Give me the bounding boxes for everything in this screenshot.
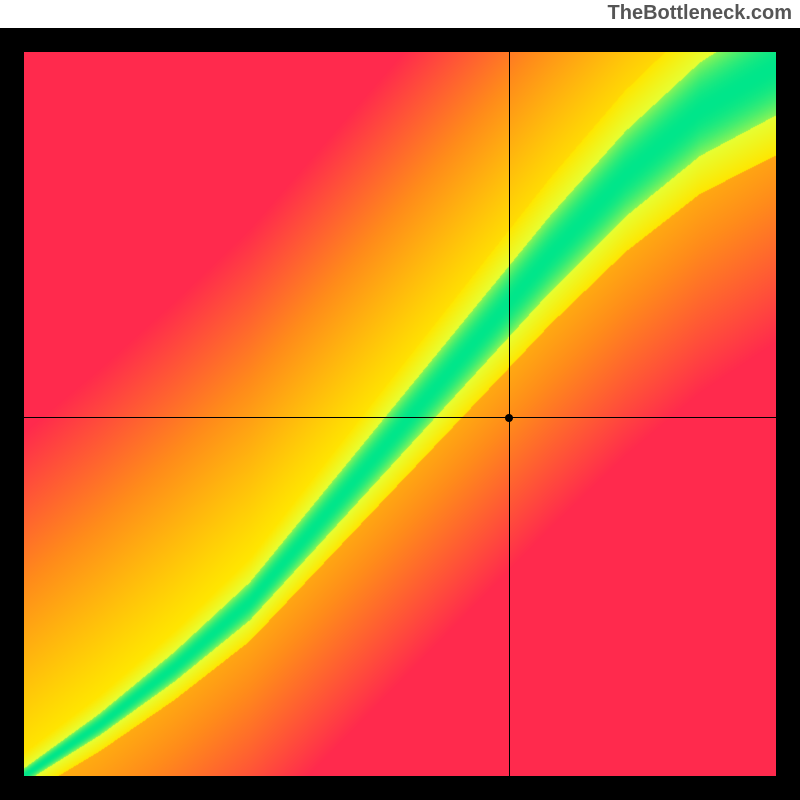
watermark-text: TheBottleneck.com [608,2,792,25]
crosshair-dot [505,414,513,422]
chart-area [24,52,776,776]
chart-frame [0,28,800,800]
crosshair-horizontal [24,417,776,418]
heatmap-canvas [24,52,776,776]
